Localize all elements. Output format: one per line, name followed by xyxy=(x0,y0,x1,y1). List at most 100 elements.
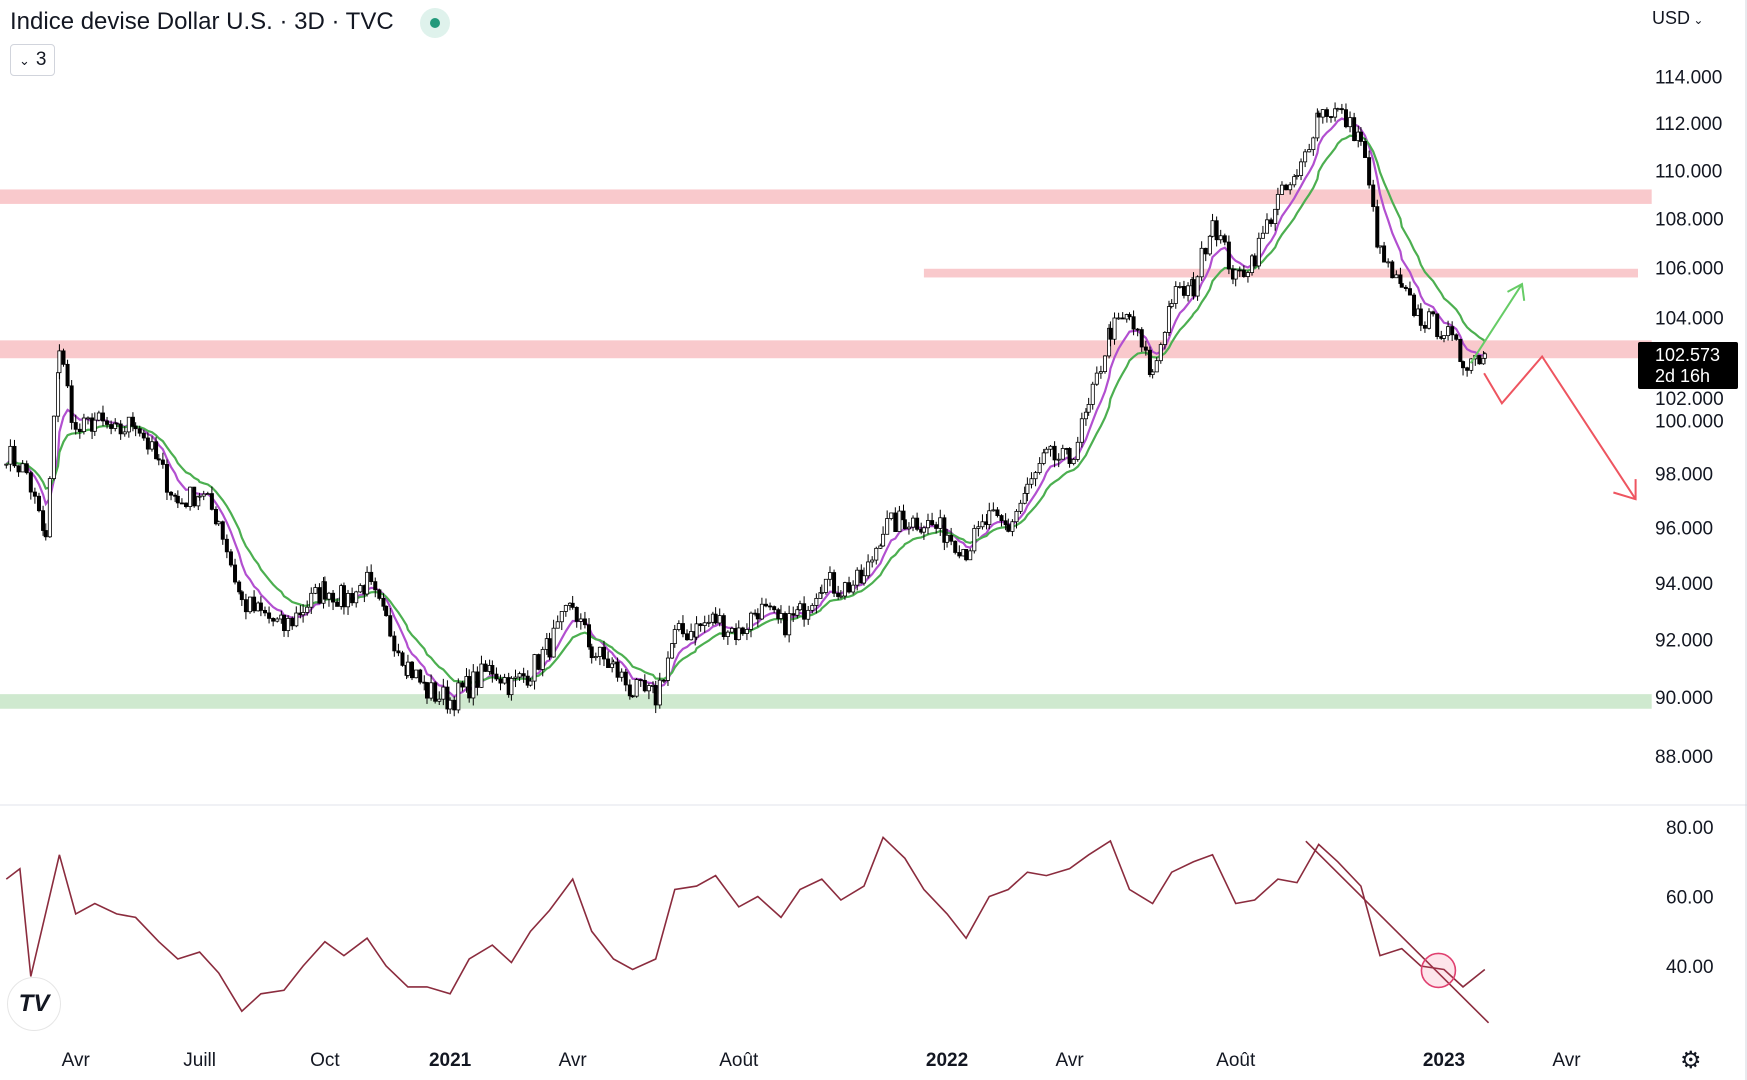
candle xyxy=(28,470,33,500)
candle-body xyxy=(559,611,564,623)
candle-body xyxy=(1014,510,1019,523)
candle xyxy=(365,566,370,597)
candle xyxy=(1407,281,1412,296)
candle xyxy=(175,490,180,509)
candle-body xyxy=(1324,109,1329,117)
candle xyxy=(1422,321,1427,333)
resistance-zone xyxy=(0,340,1652,359)
candle xyxy=(1022,486,1027,505)
candle-body xyxy=(109,424,114,429)
candle xyxy=(1048,444,1053,457)
candle xyxy=(441,678,446,706)
price-axis[interactable]: 88.000 90.000 92.000 94.000 96.000 98.000 100.… xyxy=(1655,68,1724,769)
candle xyxy=(1222,233,1227,246)
support-zone xyxy=(0,694,1652,709)
candle xyxy=(736,620,741,641)
candle xyxy=(521,667,526,683)
candle xyxy=(1375,199,1380,249)
candle xyxy=(81,413,86,435)
candle-body xyxy=(271,617,276,622)
candle-body xyxy=(77,428,82,432)
time-axis[interactable]: Avr Juill Oct 2021 Avr Août 2022 Avr Août 2023 Avr xyxy=(62,1050,1582,1071)
candle-body xyxy=(224,538,229,553)
candle-body xyxy=(1025,483,1030,494)
candle xyxy=(814,593,819,614)
candle xyxy=(783,611,788,638)
candle-body xyxy=(528,680,533,686)
candle-body xyxy=(889,512,894,519)
candle-body xyxy=(1454,334,1459,340)
candle xyxy=(987,502,992,530)
candle-body xyxy=(502,677,507,684)
candle xyxy=(665,651,670,686)
candle xyxy=(1284,183,1289,191)
candle-body xyxy=(1158,344,1163,362)
candle-body xyxy=(1150,371,1155,375)
candle-body xyxy=(938,517,943,529)
candle-body xyxy=(783,613,788,636)
currency-label: USD xyxy=(1652,8,1691,28)
symbol-title[interactable]: Indice devise Dollar U.S. · 3D · TVC xyxy=(10,8,394,35)
candle xyxy=(1127,312,1132,321)
drawings-layer[interactable] xyxy=(1469,282,1637,501)
candle-body xyxy=(597,646,602,657)
candle-body xyxy=(498,678,503,684)
candle-body xyxy=(627,684,632,697)
candle-body xyxy=(814,597,819,606)
candle-body xyxy=(878,545,883,549)
candle-body xyxy=(418,669,423,683)
candle-body xyxy=(1154,360,1159,373)
candle-body xyxy=(1292,176,1297,186)
candle xyxy=(759,597,764,620)
candle-body xyxy=(532,654,537,682)
currency-selector[interactable]: USD ⌄ xyxy=(1652,8,1703,29)
candle-body xyxy=(1127,314,1132,318)
candle xyxy=(369,564,374,585)
candle xyxy=(1241,265,1246,278)
candle-body xyxy=(1147,349,1152,375)
candle-body xyxy=(885,518,890,535)
candle-body xyxy=(51,415,56,479)
rsi-tick-label: 60.00 xyxy=(1666,888,1714,909)
candle xyxy=(201,490,206,501)
candle xyxy=(1303,149,1308,168)
candle xyxy=(798,600,803,612)
candle-body xyxy=(1071,459,1076,464)
candle xyxy=(1135,327,1140,337)
candle xyxy=(897,505,902,533)
indicators-toggle-button[interactable]: ⌄ 3 xyxy=(10,44,56,76)
candle-body xyxy=(902,519,907,530)
candle xyxy=(1162,331,1167,350)
market-status-icon[interactable] xyxy=(420,8,450,38)
candle-body xyxy=(184,502,189,507)
candle xyxy=(354,590,359,608)
candle-body xyxy=(1279,184,1284,195)
candle xyxy=(855,567,860,591)
candle-body xyxy=(1450,326,1455,336)
candle xyxy=(418,668,423,685)
candle xyxy=(494,667,499,682)
candle xyxy=(192,486,197,508)
gear-icon[interactable]: ⚙ xyxy=(1680,1047,1702,1074)
candle xyxy=(574,606,579,628)
candle xyxy=(12,439,17,468)
candle xyxy=(528,677,533,687)
resistance-zone xyxy=(923,268,1638,278)
candle xyxy=(1275,187,1280,216)
candle-body xyxy=(778,613,783,619)
tradingview-logo[interactable]: TV xyxy=(7,977,61,1031)
candle-body xyxy=(149,441,154,450)
candle-body xyxy=(838,595,843,598)
candle-body xyxy=(471,671,476,699)
candle-body xyxy=(587,624,592,648)
candle-body xyxy=(228,551,233,566)
candle-body xyxy=(551,627,556,658)
candle-body xyxy=(897,510,902,532)
candle xyxy=(456,678,461,714)
rsi-axis[interactable]: 40.00 60.00 80.00 xyxy=(1666,818,1714,978)
candle-body xyxy=(517,673,522,678)
candle xyxy=(638,678,643,687)
candle xyxy=(755,608,760,627)
last-price-value: 102.573 xyxy=(1655,345,1721,365)
